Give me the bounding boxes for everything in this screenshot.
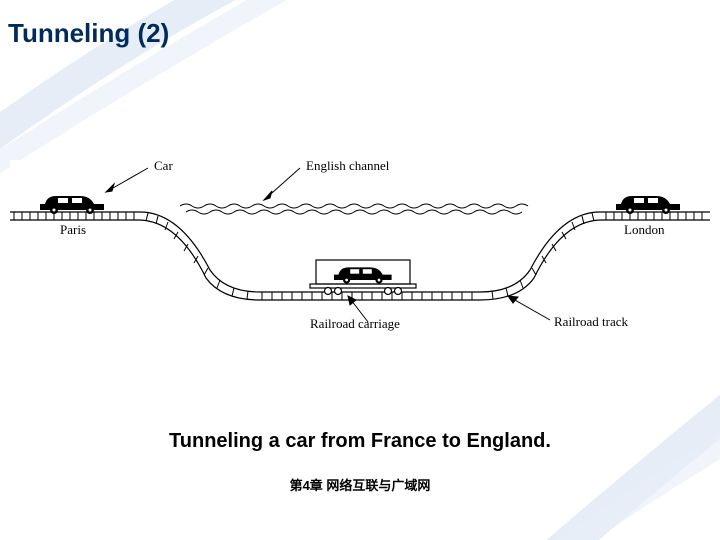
car-right-icon — [616, 196, 680, 214]
diagram-svg — [10, 160, 710, 340]
car-left-icon — [40, 196, 104, 214]
label-english-channel: English channel — [306, 158, 389, 174]
slide-title: Tunneling (2) — [8, 18, 169, 49]
railroad-ties — [14, 212, 702, 300]
railroad-carriage-icon — [310, 260, 416, 295]
water-waves — [180, 204, 528, 214]
label-car: Car — [154, 158, 173, 174]
tunneling-diagram: Car English channel Paris London Railroa… — [10, 160, 710, 340]
caption: Tunneling a car from France to England. — [0, 430, 720, 453]
label-paris: Paris — [60, 222, 86, 238]
label-railroad-carriage: Railroad carriage — [310, 316, 400, 332]
railroad-track — [10, 212, 710, 300]
label-railroad-track: Railroad track — [554, 314, 628, 330]
label-london: London — [624, 222, 664, 238]
footer-chapter: 第4章 网络互联与广域网 — [0, 475, 720, 494]
label-arrows — [106, 168, 550, 322]
